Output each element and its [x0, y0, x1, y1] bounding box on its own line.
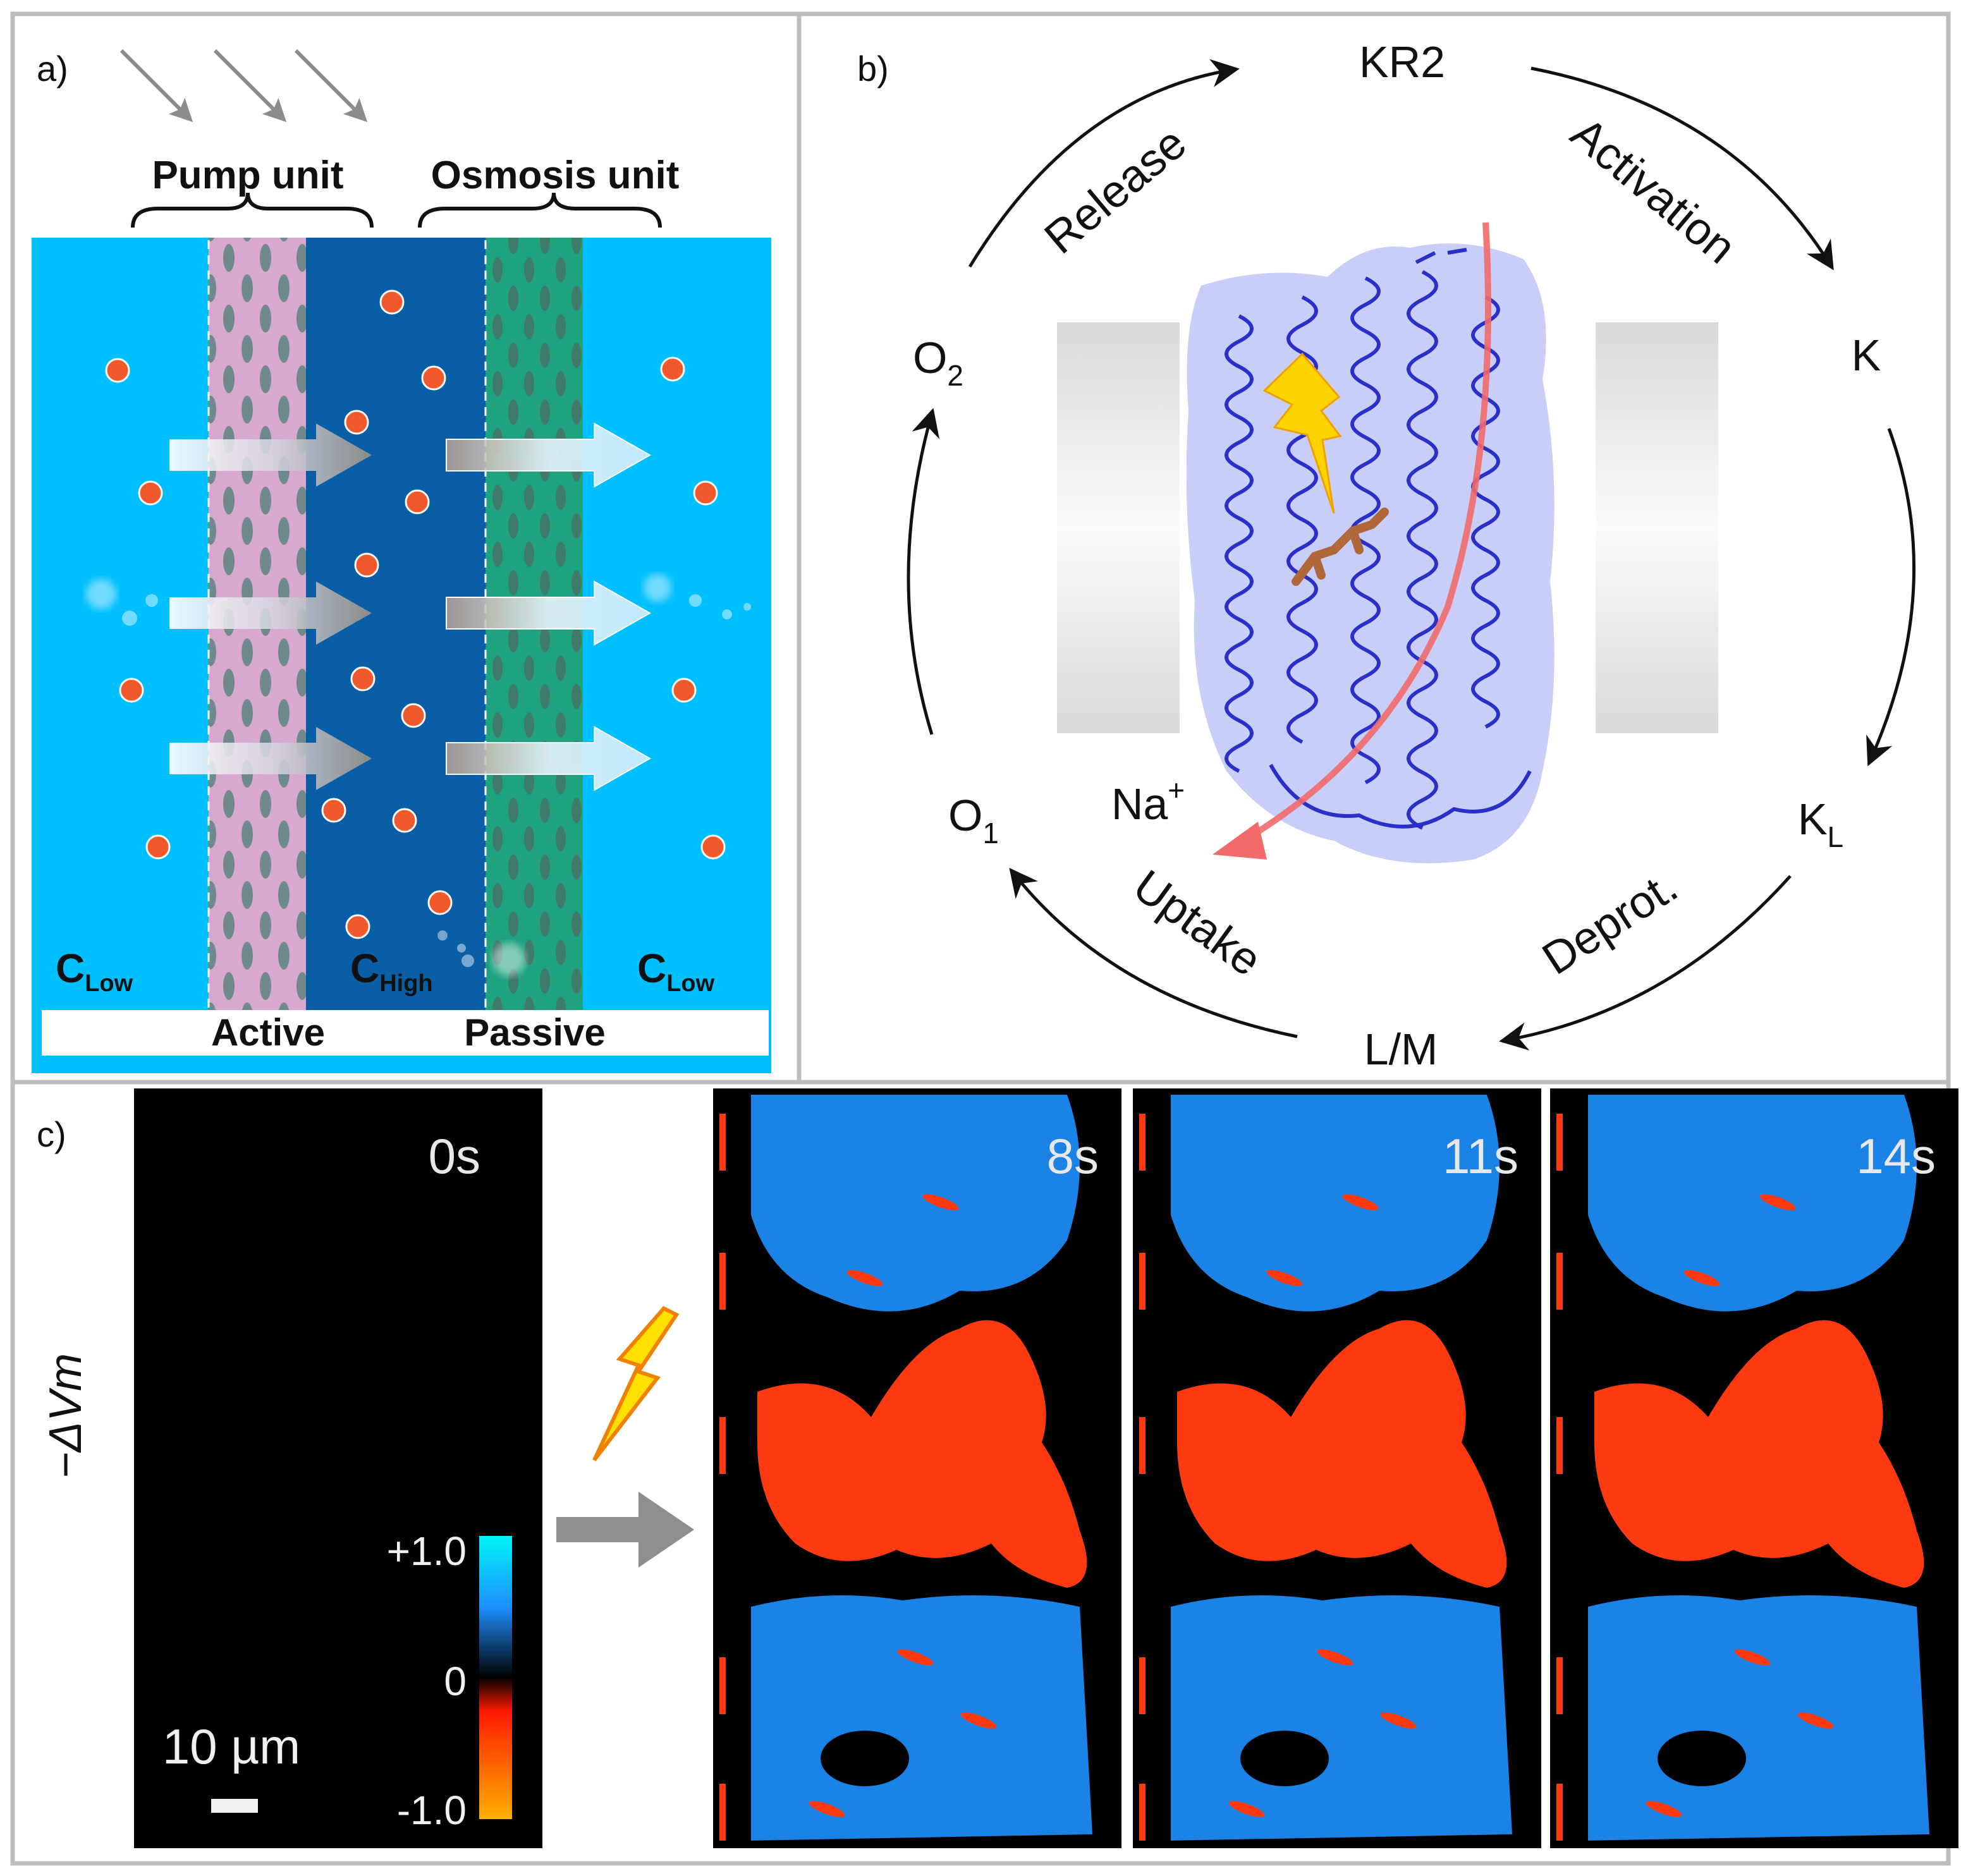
- ion-pathway: [1237, 222, 1491, 846]
- pump-arrows: [169, 423, 372, 790]
- stimulus-bolt-icon: [592, 1306, 680, 1461]
- panel-b-label: b): [857, 49, 889, 88]
- panel-c: c) −ΔVm 0s +1.0 0 -1.0 10 µm 8s 11s 14s: [37, 1088, 1958, 1848]
- light-arrows-icon: [119, 49, 368, 123]
- state-kr2: KR2: [1359, 37, 1445, 87]
- stimulus-arrow-icon: [556, 1492, 694, 1568]
- scale-bar-label: 10 µm: [162, 1719, 300, 1774]
- pump-unit-label: Pump unit: [152, 154, 343, 197]
- transition-deprot: Deprot.: [1534, 861, 1687, 985]
- frame-time-label: 8s: [1047, 1128, 1099, 1184]
- transition-release: Release: [1035, 118, 1196, 264]
- bubbles: [86, 574, 751, 976]
- membrane-slab-right: [1596, 322, 1718, 733]
- state-o2: O2: [913, 333, 963, 392]
- pump-unit-brace: [131, 192, 374, 228]
- colorbar-bottom: -1.0: [397, 1788, 467, 1833]
- frame-time-label: 14s: [1856, 1128, 1936, 1184]
- sodium-ion-label: Na+: [1111, 774, 1185, 829]
- frame-0s: [134, 1088, 542, 1848]
- c-low-left-label: CLow: [56, 946, 133, 997]
- retinal-chromophore: [1292, 508, 1389, 586]
- colorbar: [479, 1536, 512, 1819]
- y-axis-label: −ΔVm: [40, 1353, 91, 1478]
- panel-c-label: c): [37, 1114, 66, 1154]
- ion-pathway-arrowhead: [1213, 822, 1267, 860]
- state-o1: O1: [948, 791, 999, 850]
- colorbar-top: +1.0: [387, 1528, 467, 1574]
- active-label: Active: [211, 1011, 325, 1054]
- lightning-bolt-icon: [1262, 352, 1342, 514]
- ions: [105, 289, 726, 939]
- frame-0s-time: 0s: [429, 1128, 480, 1184]
- frame-11s: 11s: [1133, 1088, 1541, 1848]
- passive-label: Passive: [464, 1011, 606, 1054]
- state-kl: KL: [1798, 795, 1843, 853]
- frame-14s: 14s: [1550, 1088, 1958, 1848]
- transition-uptake: Uptake: [1124, 860, 1271, 986]
- osmosis-unit-label: Osmosis unit: [431, 154, 680, 197]
- panel-a-label: a): [37, 49, 68, 88]
- c-low-right-label: CLow: [637, 946, 715, 997]
- protein-surface: [1186, 243, 1555, 863]
- transition-activation: Activation: [1561, 108, 1745, 274]
- osmosis-unit-brace: [418, 192, 662, 228]
- photocycle-arrows: [907, 59, 1916, 1051]
- state-k: K: [1852, 331, 1881, 380]
- membrane-slab-left: [1057, 322, 1180, 733]
- cell-frames: 8s 11s 14s: [713, 1088, 1958, 1848]
- frame-time-label: 11s: [1443, 1128, 1518, 1184]
- state-lm: L/M: [1364, 1025, 1438, 1074]
- colorbar-middle: 0: [444, 1659, 467, 1704]
- frame-8s: 8s: [713, 1088, 1121, 1848]
- c-high-label: CHigh: [350, 946, 433, 997]
- panel-b: b) KR2 K KL L/M O1 O2 Release Activation…: [857, 37, 1916, 1074]
- panel-a: a) Pump unit Osmosis unit: [32, 49, 771, 1073]
- scale-bar: [211, 1799, 258, 1813]
- bottom-label-strip: [42, 1010, 769, 1056]
- osmosis-arrows: [446, 422, 652, 791]
